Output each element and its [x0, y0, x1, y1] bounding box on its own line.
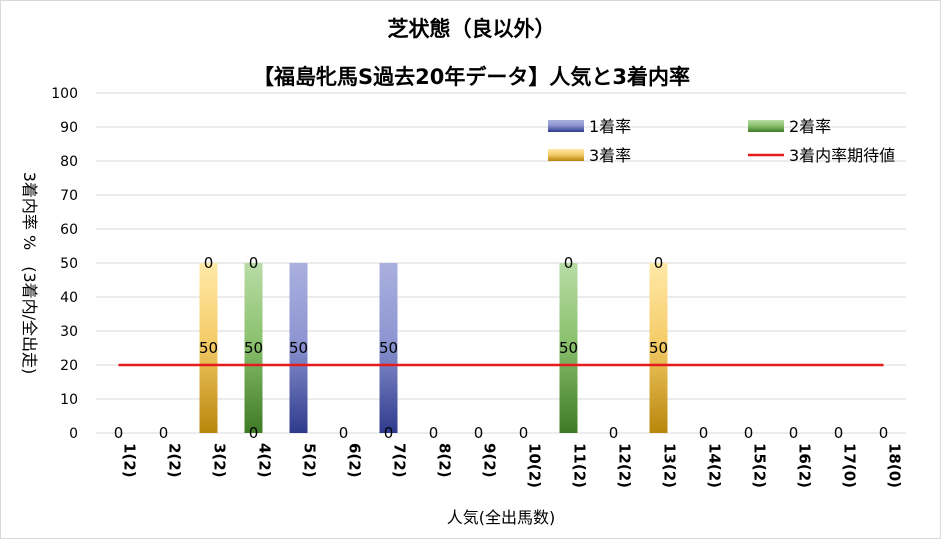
data-label: 0 — [564, 254, 574, 272]
bar — [559, 263, 578, 433]
data-label: 0 — [789, 424, 799, 442]
y-tick-label: 60 — [60, 222, 78, 238]
data-label: 0 — [699, 424, 709, 442]
legend-label: 3着率 — [589, 146, 631, 165]
x-tick-label: 11(2) — [571, 443, 589, 488]
data-label: 0 — [249, 254, 259, 272]
data-label: 0 — [249, 424, 259, 442]
data-label: 0 — [339, 424, 349, 442]
chart-title-line1: 芝状態（良以外） — [387, 17, 556, 41]
data-label: 0 — [159, 424, 169, 442]
bar-layer — [199, 263, 668, 433]
data-label: 0 — [519, 424, 529, 442]
label-layer: 0 0 0 50 0 50 0 50 0 50 0 0 0 0 0 50 0 0 50 0 0 0 0 0 — [114, 254, 889, 442]
x-tick-label: 17(0) — [841, 443, 859, 488]
x-tick-label: 14(2) — [706, 443, 724, 488]
y-tick-label: 90 — [60, 120, 78, 136]
data-label: 0 — [879, 424, 889, 442]
x-tick-label: 6(2) — [346, 443, 364, 478]
data-label: 0 — [429, 424, 439, 442]
y-tick-label: 100 — [51, 86, 78, 102]
x-tick-label: 12(2) — [616, 443, 634, 488]
x-tick-label: 15(2) — [751, 443, 769, 488]
legend-swatch — [548, 120, 584, 132]
x-tick-label: 8(2) — [436, 443, 454, 478]
y-tick-label: 20 — [60, 358, 78, 374]
data-label: 0 — [204, 254, 214, 272]
x-tick-label: 5(2) — [301, 443, 319, 478]
data-label: 0 — [654, 254, 664, 272]
data-label: 50 — [244, 339, 263, 357]
legend: 1着率 2着率 3着率 3着内率期待値 — [548, 117, 895, 165]
data-label: 50 — [289, 339, 308, 357]
x-tick-label: 1(2) — [121, 443, 139, 478]
x-axis-label: 人気(全出馬数) — [447, 508, 556, 527]
chart-title-line2: 【福島牝馬S過去20年データ】人気と3着内率 — [253, 65, 690, 89]
data-label: 0 — [384, 424, 394, 442]
bar — [199, 263, 218, 433]
legend-label: 3着内率期待値 — [789, 146, 895, 165]
bar — [244, 263, 263, 433]
bar — [289, 263, 308, 433]
data-label: 0 — [834, 424, 844, 442]
bar — [379, 263, 398, 433]
y-tick-label: 30 — [60, 324, 78, 340]
x-tick-label: 2(2) — [166, 443, 184, 478]
legend-label: 1着率 — [589, 117, 631, 136]
data-label: 0 — [609, 424, 619, 442]
y-tick-label: 50 — [60, 256, 78, 272]
legend-swatch — [748, 120, 784, 132]
y-tick-label: 0 — [69, 426, 78, 442]
data-label: 50 — [379, 339, 398, 357]
data-label: 0 — [474, 424, 484, 442]
data-label: 50 — [649, 339, 668, 357]
legend-label: 2着率 — [789, 117, 831, 136]
x-tick-label: 7(2) — [391, 443, 409, 478]
y-tick-label: 80 — [60, 154, 78, 170]
legend-swatch — [548, 149, 584, 161]
x-tick-label: 18(0) — [886, 443, 904, 488]
y-tick-label: 10 — [60, 392, 78, 408]
y-tick-label: 40 — [60, 290, 78, 306]
x-tick-label: 4(2) — [256, 443, 274, 478]
x-tick-label: 16(2) — [796, 443, 814, 488]
data-label: 0 — [744, 424, 754, 442]
data-label: 50 — [559, 339, 578, 357]
axis-layer: 0 10 20 30 40 50 60 70 80 90 100 1(2) 2(2) 3(2) 4(2) 5(… — [20, 86, 904, 527]
y-tick-label: 70 — [60, 188, 78, 204]
y-axis-label: 3着内率 % (3着内/全出走) — [20, 172, 39, 375]
x-tick-label: 3(2) — [211, 443, 229, 478]
bar — [649, 263, 668, 433]
x-tick-label: 9(2) — [481, 443, 499, 478]
x-tick-label: 10(2) — [526, 443, 544, 488]
data-label: 0 — [114, 424, 124, 442]
x-tick-label: 13(2) — [661, 443, 679, 488]
data-label: 50 — [199, 339, 218, 357]
